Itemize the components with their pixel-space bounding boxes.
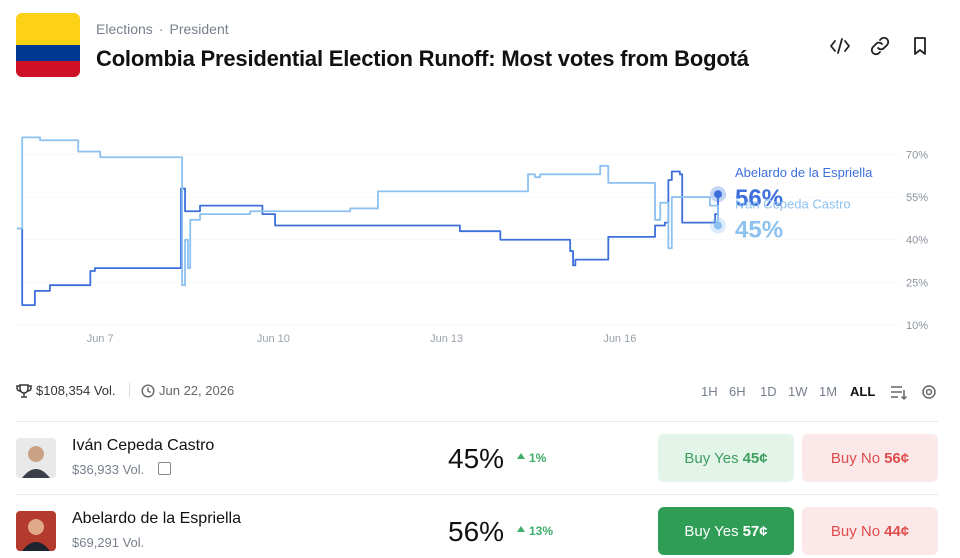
breadcrumb-item[interactable]: Elections bbox=[96, 21, 153, 37]
y-tick-label: 25% bbox=[906, 277, 928, 289]
series-name: Abelardo de la Espriella bbox=[735, 165, 873, 180]
buy-yes-text: Buy Yes bbox=[684, 449, 739, 467]
end-dot bbox=[714, 221, 722, 230]
buy-yes-text: Buy Yes bbox=[684, 522, 739, 540]
clock-icon bbox=[141, 384, 155, 398]
settings-icon[interactable] bbox=[922, 385, 936, 399]
divider bbox=[16, 421, 938, 422]
y-tick-label: 70% bbox=[906, 149, 928, 161]
series-name: Iván Cepeda Castro bbox=[735, 197, 851, 212]
y-tick-label: 40% bbox=[906, 235, 928, 247]
buy-no-button[interactable]: Buy No 56¢ bbox=[802, 434, 938, 482]
y-tick-label: 10% bbox=[906, 320, 928, 332]
change-arrow bbox=[517, 526, 525, 532]
series-line bbox=[17, 136, 719, 287]
chart-tools bbox=[891, 385, 936, 401]
end-dot bbox=[714, 190, 722, 199]
range-button[interactable]: 6H bbox=[729, 384, 746, 399]
divider bbox=[16, 494, 938, 495]
end-date: Jun 22, 2026 bbox=[159, 383, 235, 398]
x-tick-label: Jun 16 bbox=[603, 333, 636, 345]
yes-price: 45¢ bbox=[742, 449, 768, 467]
range-button[interactable]: ALL bbox=[850, 384, 876, 399]
x-tick-label: Jun 7 bbox=[87, 333, 114, 345]
outcome-chance: 56% bbox=[448, 516, 505, 547]
embed-icon[interactable] bbox=[830, 38, 850, 54]
avatar bbox=[16, 511, 56, 551]
header-actions bbox=[830, 36, 926, 56]
series-line bbox=[17, 170, 719, 306]
breadcrumb: Elections · President bbox=[96, 21, 229, 37]
yes-price: 57¢ bbox=[742, 522, 768, 540]
separator bbox=[129, 383, 130, 397]
range-button[interactable]: 1W bbox=[788, 384, 808, 399]
buy-no-text: Buy No bbox=[830, 522, 881, 540]
flag bbox=[16, 13, 80, 77]
market-title: Colombia Presidential Election Runoff: M… bbox=[96, 46, 749, 71]
outcome-volume: $36,933 Vol. bbox=[72, 462, 145, 477]
range-button[interactable]: 1H bbox=[701, 384, 718, 399]
outcome-change: 13% bbox=[529, 524, 554, 538]
x-tick-label: Jun 13 bbox=[430, 333, 463, 345]
y-tick-label: 55% bbox=[906, 192, 928, 204]
total-volume: $108,354 Vol. bbox=[36, 383, 116, 398]
bookmark-icon[interactable] bbox=[914, 37, 926, 55]
outcome-change: 1% bbox=[529, 451, 547, 465]
buy-yes-button[interactable]: Buy Yes 45¢ bbox=[658, 434, 794, 482]
buy-no-button[interactable]: Buy No 44¢ bbox=[802, 507, 938, 555]
x-tick-label: Jun 10 bbox=[257, 333, 290, 345]
buy-no-text: Buy No bbox=[830, 449, 881, 467]
trophy-icon bbox=[16, 384, 32, 398]
breadcrumb-item[interactable]: President bbox=[169, 21, 229, 37]
gift-icon bbox=[158, 462, 171, 475]
avatar bbox=[16, 438, 56, 478]
series-value-label: 45% bbox=[735, 217, 783, 244]
no-price: 56¢ bbox=[884, 449, 910, 467]
link-icon[interactable] bbox=[870, 36, 890, 56]
series-value-label: 56% bbox=[735, 185, 783, 212]
range-button[interactable]: 1D bbox=[760, 384, 777, 399]
outcome-name[interactable]: Iván Cepeda Castro bbox=[72, 437, 215, 454]
avatar-image bbox=[22, 446, 50, 478]
outcome-name[interactable]: Abelardo de la Espriella bbox=[72, 510, 241, 527]
outcome-chance: 45% bbox=[448, 443, 505, 474]
buy-yes-button[interactable]: Buy Yes 57¢ bbox=[658, 507, 794, 555]
filter-icon[interactable] bbox=[891, 386, 908, 401]
no-price: 44¢ bbox=[884, 522, 910, 540]
range-button[interactable]: 1M bbox=[819, 384, 838, 399]
avatar-image bbox=[22, 519, 50, 551]
outcome-volume: $69,291 Vol. bbox=[72, 535, 145, 550]
change-arrow bbox=[517, 453, 525, 459]
price-chart: 10% 25% 40% 55% 70% Jun 7 Jun 10 Jun 13 Jun 16 Ab… bbox=[17, 136, 928, 345]
